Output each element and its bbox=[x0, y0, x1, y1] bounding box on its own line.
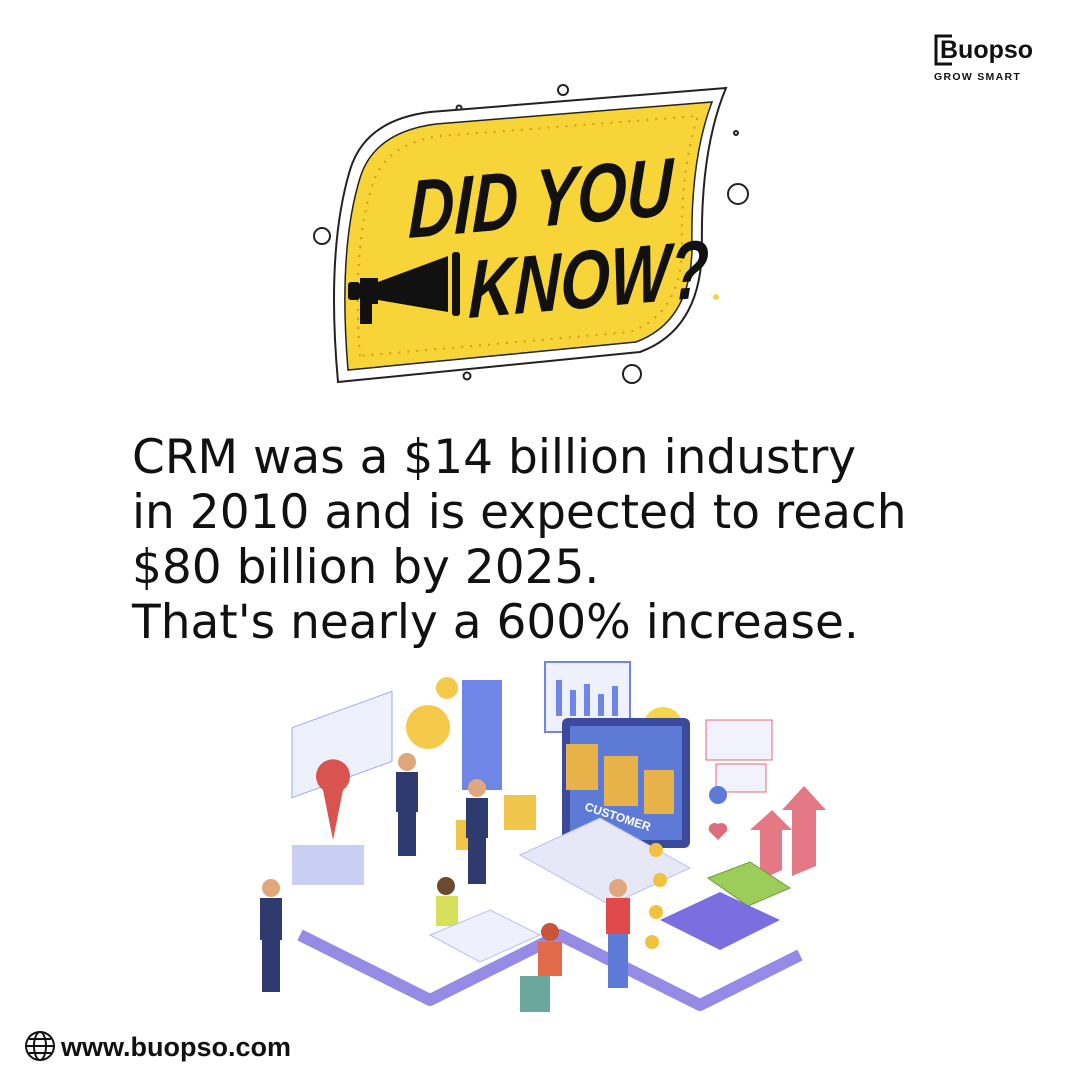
megaphone-rim bbox=[452, 252, 460, 316]
arrow-up bbox=[782, 786, 826, 876]
photo bbox=[566, 744, 598, 790]
card bbox=[660, 892, 780, 950]
circle bbox=[313, 227, 331, 245]
brand-name: Buopso bbox=[940, 36, 1033, 64]
illustration: CUSTOMER bbox=[260, 661, 826, 1012]
megaphone-body bbox=[360, 278, 378, 304]
circle bbox=[713, 294, 719, 300]
cash bbox=[706, 861, 792, 907]
stars bbox=[645, 843, 667, 949]
heart bbox=[708, 822, 728, 840]
megaphone-back bbox=[348, 282, 360, 300]
fact-line: That's nearly a 600% increase. bbox=[131, 595, 859, 650]
coins bbox=[504, 795, 536, 830]
location-pin bbox=[316, 759, 350, 840]
circle bbox=[733, 130, 739, 136]
website: www.buopso.com bbox=[60, 1032, 291, 1062]
circle bbox=[462, 371, 472, 381]
photo bbox=[644, 770, 674, 814]
floor-path bbox=[297, 929, 803, 1011]
circle bbox=[622, 364, 642, 384]
decor-circles bbox=[313, 84, 749, 384]
fact-line: CRM was a $14 billion industry bbox=[132, 430, 856, 485]
brand-tagline: GROW SMART bbox=[934, 71, 1021, 83]
panel bbox=[462, 680, 502, 790]
circle bbox=[727, 183, 749, 205]
megaphone-handle bbox=[360, 302, 372, 324]
photo bbox=[604, 756, 638, 806]
banner: DID YOU KNOW? bbox=[333, 86, 728, 384]
emoji bbox=[436, 677, 458, 699]
people bbox=[260, 753, 630, 1012]
megaphone-cone bbox=[378, 256, 448, 312]
desk bbox=[428, 909, 542, 963]
circle bbox=[557, 84, 569, 96]
fact-line: in 2010 and is expected to reach bbox=[132, 485, 907, 540]
message-card bbox=[705, 719, 773, 761]
logo-bracket bbox=[934, 34, 952, 66]
chart-panel-bars bbox=[556, 680, 618, 716]
headline-line2: KNOW? bbox=[468, 222, 710, 336]
laptop-keyboard bbox=[518, 817, 692, 906]
footer: www.buopso.com bbox=[25, 1031, 291, 1062]
megaphone bbox=[348, 252, 460, 324]
arrow-up bbox=[750, 810, 792, 880]
box bbox=[292, 845, 364, 885]
gear bbox=[709, 786, 727, 804]
logo: Buopso GROW SMART bbox=[934, 34, 1033, 83]
message-card bbox=[715, 763, 767, 793]
fact-line: $80 billion by 2025. bbox=[132, 540, 599, 595]
globe-icon bbox=[25, 1031, 55, 1061]
emoji bbox=[406, 705, 450, 749]
